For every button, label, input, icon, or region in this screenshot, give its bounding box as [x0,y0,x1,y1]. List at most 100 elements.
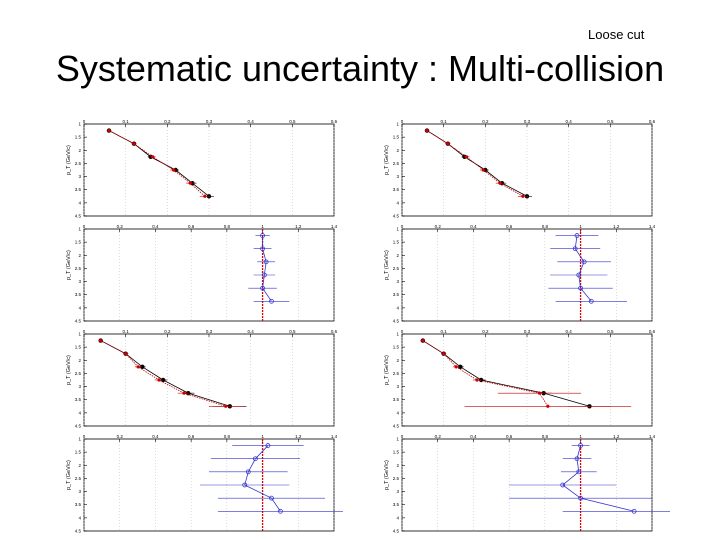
x-tick-label: 1 [396,227,399,232]
x-axis-label: p_T (GeV/c) [384,355,390,385]
y-tick-label: 0.8 [542,435,549,439]
chart-left-3: 0 0.1 0.2 0.3 0.4 0.5 0.6 1 1.5 2 2.5 3 3.5 4 4.5 p_T (… [62,330,352,430]
x-tick-label: 2 [396,253,399,258]
x-axis-label: p_T (GeV/c) [66,145,72,175]
plot-frame [83,228,335,322]
data-point [578,443,583,448]
x-tick-label: 2 [396,358,399,363]
y-tick-label: 0.3 [524,330,531,334]
y-tick-label: 1.2 [295,435,302,439]
chart-svg: 0 0.2 0.4 0.6 0.8 1 1.2 1.4 1 1.5 2 2.5 3 3.5 4 4.5 p_T … [384,435,670,534]
y-tick-label: 0.4 [470,225,477,229]
x-tick-label: 2.5 [393,371,400,376]
y-tick-label: 0.4 [152,435,159,439]
y-tick-label: 0.3 [206,120,213,124]
data-point [269,495,274,501]
data-point [572,246,578,252]
x-tick-label: 1 [78,122,81,127]
x-tick-label: 1.5 [75,240,82,245]
y-tick-label: 1.4 [649,435,656,439]
data-point [224,404,228,408]
y-tick-label: 0.6 [649,330,656,334]
data-point [151,155,155,159]
series-line [422,340,549,407]
data-point [481,168,485,172]
x-tick-label: 3 [396,279,399,284]
y-tick-label: 0 [83,225,86,229]
data-point [475,378,479,382]
y-tick-label: 0.2 [435,225,442,229]
chart-right-2: 0 0.2 0.4 0.6 0.8 1 1.2 1.4 1 1.5 2 2.5 3 3.5 4 4.5 p_T … [380,225,670,325]
chart-svg: 0 0.2 0.4 0.6 0.8 1 1.2 1.4 1 1.5 2 2.5 3 3.5 4 4.5 p_T … [66,225,338,324]
x-tick-label: 1.5 [393,240,400,245]
x-tick-label: 4 [396,515,399,520]
data-point [574,456,580,462]
y-tick-label: 0.2 [117,435,124,439]
y-tick-label: 0.8 [224,435,231,439]
x-tick-label: 4 [78,515,81,520]
x-tick-label: 2 [78,253,81,258]
y-tick-label: 0.1 [441,120,448,124]
x-axis-label: p_T (GeV/c) [384,460,390,490]
data-point [278,508,283,514]
chart-svg: 0 0.1 0.2 0.3 0.4 0.5 0.6 1 1.5 2 2.5 3 3.5 4 4.5 p_T (… [384,120,656,219]
cut-label: Loose cut [588,27,645,42]
plot-frame [401,228,653,322]
series-line [108,130,206,197]
x-tick-label: 4.5 [393,319,400,324]
data-point [140,364,145,370]
x-tick-label: 3 [78,384,81,389]
x-tick-label: 2 [396,148,399,153]
x-tick-label: 3.5 [75,502,82,507]
x-tick-label: 1.5 [75,345,82,350]
x-axis-label: p_T (GeV/c) [384,250,390,280]
y-tick-label: 0 [401,435,404,439]
data-point [136,365,140,369]
data-point [464,155,469,159]
x-tick-label: 1.5 [393,450,400,455]
data-point [171,168,176,172]
y-tick-label: 0.5 [289,120,296,124]
y-tick-label: 0.3 [206,330,213,334]
x-tick-label: 3.5 [393,397,400,402]
y-tick-label: 0.5 [607,330,614,334]
x-tick-label: 1 [78,227,81,232]
x-tick-label: 4 [396,305,399,310]
y-tick-label: 1.4 [331,225,338,229]
y-tick-label: 0.6 [331,330,338,334]
x-tick-label: 1.5 [393,345,400,350]
data-point [107,128,111,133]
x-tick-label: 3 [396,384,399,389]
x-tick-label: 1.5 [75,450,82,455]
series-line [244,445,281,512]
x-tick-label: 1 [78,332,81,337]
y-tick-label: 0.4 [470,435,477,439]
x-tick-label: 4 [78,305,81,310]
y-tick-label: 0 [83,435,86,439]
y-tick-label: 0.8 [542,225,549,229]
y-tick-label: 0 [83,330,86,334]
data-point [581,259,587,265]
x-tick-label: 4.5 [75,424,82,429]
x-axis-label: p_T (GeV/c) [66,460,72,490]
x-tick-label: 4 [396,200,399,205]
data-point [498,181,502,185]
x-tick-label: 2 [396,463,399,468]
data-point [99,338,103,343]
chart-svg: 0 0.2 0.4 0.6 0.8 1 1.2 1.4 1 1.5 2 2.5 3 3.5 4 4.5 p_T … [384,225,656,324]
data-point [588,298,594,304]
y-tick-label: 0.4 [248,120,255,124]
y-tick-label: 1.2 [295,225,302,229]
y-tick-label: 0.6 [506,435,513,439]
series-line [426,130,524,197]
chart-right-3: 0 0.1 0.2 0.3 0.4 0.5 0.6 1 1.5 2 2.5 3 3.5 4 4.5 p_T (… [380,330,670,430]
y-tick-label: 0.2 [164,120,171,124]
x-tick-label: 2.5 [393,476,400,481]
y-tick-label: 0.6 [506,225,513,229]
x-axis-label: p_T (GeV/c) [66,250,72,280]
y-tick-label: 1 [579,435,582,439]
data-point [631,508,637,514]
x-tick-label: 2.5 [75,371,82,376]
y-tick-label: 0.1 [123,330,130,334]
data-point [454,365,458,369]
